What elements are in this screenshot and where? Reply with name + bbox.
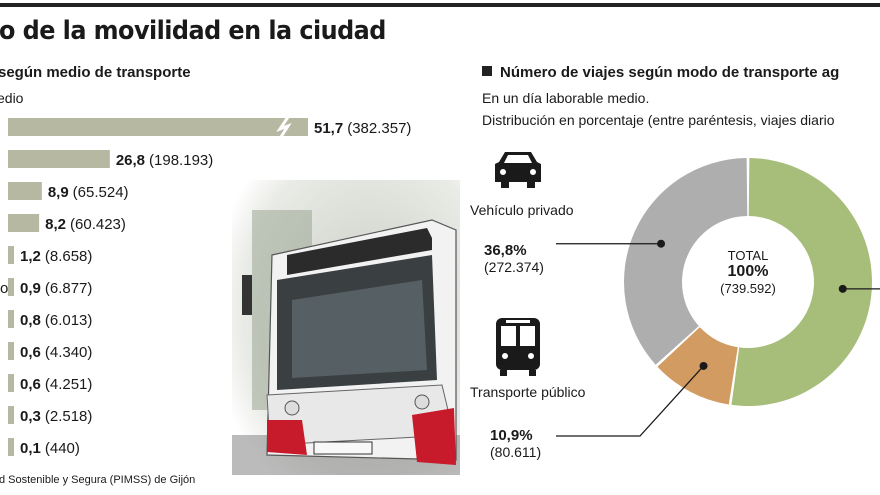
- bar-value-2: 8,9: [48, 184, 69, 201]
- bar-4: [8, 246, 14, 264]
- right-chart-subheading-2: Distribución en porcentaje (entre parént…: [482, 112, 835, 128]
- leader-dot-other: [838, 284, 847, 293]
- bar-label-7: 0,6 (4.340): [20, 344, 92, 361]
- pct-public-transport: 10,9% (80.611): [490, 427, 542, 460]
- bus-red-stripe-left: [267, 420, 307, 455]
- total-percent: 100%: [727, 263, 769, 280]
- bar-value-0: 51,7: [314, 120, 343, 137]
- bar-2: [8, 182, 42, 200]
- right-chart-heading: Número de viajes según modo de transport…: [482, 64, 839, 81]
- bar-label-3: 8,2 (60.423): [45, 216, 126, 233]
- axis-break-mark: [276, 116, 292, 138]
- bar-7: [8, 342, 14, 360]
- bar-trips-2: (65.524): [73, 184, 129, 201]
- bar-trips-10: (440): [45, 440, 80, 457]
- bar-3: [8, 214, 40, 232]
- bar-value-1: 26,8: [116, 152, 145, 169]
- page-title: o de la movilidad en la ciudad: [0, 16, 386, 46]
- bar-label-0: 51,7 (382.357): [314, 120, 411, 137]
- bar-label-8: 0,6 (4.251): [20, 376, 92, 393]
- bar-value-10: 0,1: [20, 440, 41, 457]
- headlight-right: [414, 394, 430, 410]
- left-chart-heading: según medio de transporte: [0, 64, 191, 81]
- side-mirror: [242, 275, 252, 315]
- slice-2: [623, 158, 748, 365]
- bar-label-9: 0,3 (2.518): [20, 408, 92, 425]
- bar-trips-0: (382.357): [347, 120, 411, 137]
- bar-trips-6: (6.013): [45, 312, 93, 329]
- bar-value-7: 0,6: [20, 344, 41, 361]
- bar-value-4: 1,2: [20, 248, 41, 265]
- left-chart-subheading: edio: [0, 90, 24, 106]
- donut-chart: [495, 152, 880, 437]
- leader-public: [556, 365, 705, 437]
- bar-label-5: 0,9 (6.877): [20, 280, 92, 297]
- bar-value-3: 8,2: [45, 216, 66, 233]
- bar-value-8: 0,6: [20, 376, 41, 393]
- bar-value-9: 0,3: [20, 408, 41, 425]
- bar-trips-5: (6.877): [45, 280, 93, 297]
- car-icon: [495, 152, 541, 188]
- bar-label-10: 0,1 (440): [20, 440, 80, 457]
- slice-0: [731, 158, 873, 407]
- total-trips: (739.592): [720, 281, 776, 296]
- bus-red-stripe-right: [412, 408, 456, 465]
- bar-value-6: 0,8: [20, 312, 41, 329]
- bar-trips-8: (4.251): [45, 376, 93, 393]
- bar-label-1: 26,8 (198.193): [116, 152, 213, 169]
- bar-10: [8, 438, 14, 456]
- bar-chart: 51,7 (382.357) 26,8 (198.193) 8,9 (65.524) 8,2…: [0, 116, 411, 457]
- trips-private-vehicle: (272.374): [484, 259, 544, 275]
- right-chart-subheading-1: En un día laborable medio.: [482, 90, 650, 106]
- headlight-left: [284, 400, 300, 416]
- bar-5: [8, 278, 14, 296]
- bar-label-4: 1,2 (8.658): [20, 248, 92, 265]
- bus-icon: [496, 318, 540, 376]
- pct-private-vehicle: 36,8% (272.374): [484, 242, 544, 275]
- total-label: TOTAL: [727, 248, 769, 263]
- license-plate: [313, 441, 373, 455]
- bus-destination-sign: [287, 228, 432, 275]
- label-private-vehicle: Vehículo privado: [470, 202, 574, 218]
- bar-category-5: o: [0, 280, 8, 297]
- bar-0: [8, 118, 308, 136]
- source-note: d Sostenible y Segura (PIMSS) de Gijón: [0, 474, 196, 486]
- bar-1: [8, 150, 110, 168]
- heading-square-icon: [482, 66, 492, 76]
- bar-trips-1: (198.193): [149, 152, 213, 169]
- bar-value-5: 0,9: [20, 280, 41, 297]
- leader-dot-public: [699, 361, 708, 370]
- bar-trips-4: (8.658): [45, 248, 93, 265]
- bar-8: [8, 374, 14, 392]
- leader-dot-private: [657, 239, 666, 248]
- bar-label-2: 8,9 (65.524): [48, 184, 129, 201]
- donut-center-label: TOTAL 100% (739.592): [706, 248, 790, 296]
- bus-photo: [232, 180, 460, 475]
- trips-public-transport: (80.611): [490, 444, 542, 460]
- bar-6: [8, 310, 14, 328]
- bar-label-6: 0,8 (6.013): [20, 312, 92, 329]
- bar-trips-7: (4.340): [45, 344, 93, 361]
- label-public-transport: Transporte público: [470, 384, 586, 400]
- bar-trips-3: (60.423): [70, 216, 126, 233]
- bar-trips-9: (2.518): [45, 408, 93, 425]
- slice-1: [657, 327, 738, 405]
- top-rule: [0, 3, 880, 7]
- bar-9: [8, 406, 14, 424]
